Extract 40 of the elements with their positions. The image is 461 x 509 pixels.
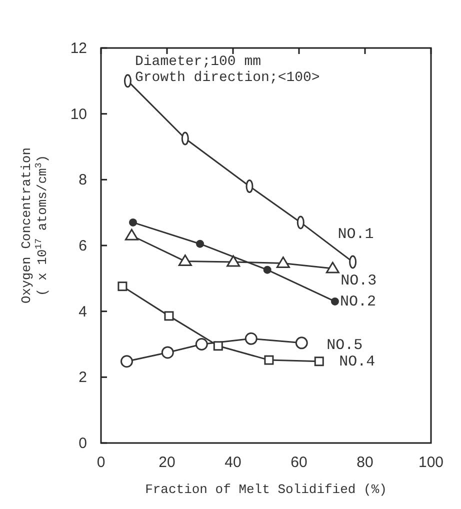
y-tick-label: 6: [78, 238, 87, 254]
point: [196, 240, 204, 248]
y-tick-label: 8: [78, 172, 87, 189]
series-label: NO.5: [326, 336, 363, 354]
point: [264, 355, 274, 365]
point: [276, 256, 290, 268]
series-label: NO.1: [338, 226, 374, 243]
x-tick-label: 40: [224, 454, 242, 471]
point: [164, 311, 174, 321]
series-label: NO.4: [339, 353, 376, 370]
x-tick-label: 0: [96, 454, 106, 471]
point: [124, 228, 138, 240]
x-tick-label: 60: [290, 454, 308, 471]
point: [195, 338, 208, 350]
y-tick-label: 10: [70, 106, 87, 123]
point: [263, 266, 272, 274]
x-axis-title: Fraction of Melt Solidified (%): [145, 482, 387, 497]
x-tick-label: 20: [158, 454, 176, 471]
x-tick-label: 80: [356, 454, 374, 471]
point: [330, 297, 339, 306]
point: [178, 254, 192, 266]
annotation: Growth direction;<100>: [135, 70, 320, 86]
point: [295, 336, 308, 350]
point: [129, 218, 138, 226]
point: [118, 282, 128, 292]
point: [120, 355, 133, 368]
point: [213, 341, 223, 351]
y-tick-label: 0: [78, 435, 87, 452]
point: [326, 262, 340, 274]
y-tick-label: 12: [70, 40, 87, 57]
series-label: NO.2: [340, 293, 376, 310]
y-tick-label: 4: [78, 303, 87, 320]
y-tick-label: 2: [78, 369, 87, 386]
point: [226, 255, 240, 267]
point: [161, 346, 174, 359]
series-label: NO.3: [340, 272, 377, 290]
point: [314, 356, 324, 366]
point: [244, 332, 258, 345]
x-tick-label: 100: [418, 454, 444, 471]
annotation: Diameter;100 mm: [135, 54, 262, 70]
